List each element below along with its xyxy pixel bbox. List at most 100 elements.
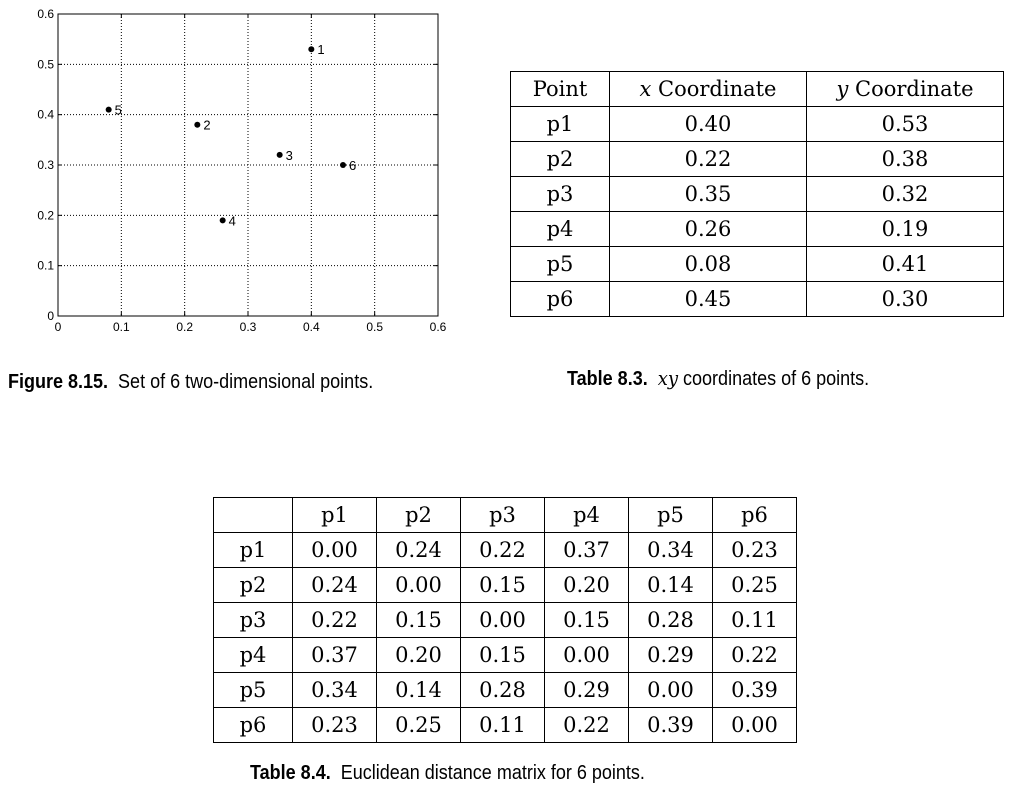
data-point xyxy=(219,217,226,224)
data-point-label: 2 xyxy=(203,118,210,133)
coordinate-table-row: p2 0.22 0.38 xyxy=(510,141,1004,177)
y-tick-label: 0.4 xyxy=(37,108,54,122)
distance-table-row: p5 0.34 0.14 0.28 0.29 0.00 0.39 xyxy=(213,672,797,708)
coordinate-table-row: p4 0.26 0.19 xyxy=(510,211,1004,247)
point-name-cell: p4 xyxy=(510,211,610,247)
distance-cell: 0.24 xyxy=(292,567,377,603)
data-point-label: 6 xyxy=(349,158,356,173)
distance-cell: 0.15 xyxy=(544,602,629,638)
distance-row-header: p4 xyxy=(213,637,293,673)
distance-cell: 0.23 xyxy=(292,707,377,743)
data-point-label: 5 xyxy=(115,103,122,118)
distance-column-header: p1 xyxy=(292,497,377,533)
table-8-3-caption: Table 8.3. xy coordinates of 6 points. xyxy=(567,366,869,391)
data-point xyxy=(308,46,315,53)
x-tick-label: 0.3 xyxy=(240,320,257,334)
figure-caption-text: Set of 6 two-dimensional points. xyxy=(118,371,374,393)
x-tick-label: 0 xyxy=(55,320,62,334)
data-point xyxy=(276,151,283,158)
y-coordinate-cell: 0.19 xyxy=(806,211,1004,247)
distance-cell: 0.00 xyxy=(628,672,713,708)
x-coordinate-cell: 0.45 xyxy=(609,281,807,317)
y-coordinate-cell: 0.30 xyxy=(806,281,1004,317)
y-coordinate-cell: 0.41 xyxy=(806,246,1004,282)
distance-cell: 0.15 xyxy=(460,637,545,673)
y-tick-label: 0.5 xyxy=(37,57,54,71)
figure-caption: Figure 8.15. Set of 6 two-dimensional po… xyxy=(8,371,373,394)
distance-cell: 0.28 xyxy=(460,672,545,708)
y-coordinate-cell: 0.53 xyxy=(806,106,1004,142)
x-tick-label: 0.5 xyxy=(366,320,383,334)
distance-cell: 0.00 xyxy=(460,602,545,638)
data-point xyxy=(194,121,201,128)
distance-row-header: p6 xyxy=(213,707,293,743)
y-coordinate-cell: 0.38 xyxy=(806,141,1004,177)
x-tick-label: 0.4 xyxy=(303,320,320,334)
distance-cell: 0.34 xyxy=(292,672,377,708)
distance-cell: 0.00 xyxy=(376,567,461,603)
point-name-cell: p1 xyxy=(510,106,610,142)
x-coordinate-cell: 0.40 xyxy=(609,106,807,142)
header-y-var: y xyxy=(836,77,849,101)
distance-matrix-table: p1 p2 p3 p4 p5 p6 p1 0.00 0.24 0.22 0.37 0.34 0.23 p… xyxy=(213,497,797,743)
y-tick-label: 0.1 xyxy=(37,259,54,273)
distance-cell: 0.25 xyxy=(712,567,797,603)
distance-cell: 0.28 xyxy=(628,602,713,638)
header-x-coordinate: x Coordinate xyxy=(609,71,807,107)
distance-cell: 0.00 xyxy=(712,707,797,743)
distance-cell: 0.20 xyxy=(376,637,461,673)
distance-cell: 0.29 xyxy=(628,637,713,673)
distance-cell: 0.37 xyxy=(544,532,629,568)
scatter-plot: 0 0.1 0.2 0.3 0.4 0.5 0.6 0 0.1 0.2 0.3 0.4 0.5 0.6 1 2… xyxy=(37,7,446,334)
distance-cell: 0.37 xyxy=(292,637,377,673)
data-point-label: 1 xyxy=(317,42,324,57)
distance-row-header: p3 xyxy=(213,602,293,638)
distance-cell: 0.11 xyxy=(712,602,797,638)
distance-cell: 0.20 xyxy=(544,567,629,603)
table-8-3-caption-var: xy xyxy=(657,366,679,390)
distance-cell: 0.15 xyxy=(376,602,461,638)
distance-column-header: p2 xyxy=(376,497,461,533)
distance-cell: 0.15 xyxy=(460,567,545,603)
x-tick-label: 0.2 xyxy=(176,320,193,334)
data-point xyxy=(340,162,346,168)
coordinate-table-row: p5 0.08 0.41 xyxy=(510,246,1004,282)
coordinate-table-row: p6 0.45 0.30 xyxy=(510,281,1004,317)
header-x-var: x xyxy=(639,77,652,101)
distance-row-header: p5 xyxy=(213,672,293,708)
x-tick-label: 0.1 xyxy=(113,320,130,334)
table-8-4-caption-text: Euclidean distance matrix for 6 points. xyxy=(340,762,645,784)
data-point-label: 4 xyxy=(229,213,236,228)
distance-cell: 0.00 xyxy=(544,637,629,673)
distance-cell: 0.14 xyxy=(376,672,461,708)
distance-cell: 0.14 xyxy=(628,567,713,603)
distance-row-header: p2 xyxy=(213,567,293,603)
distance-table-header-row: p1 p2 p3 p4 p5 p6 xyxy=(213,497,797,533)
table-8-3-caption-label: Table 8.3. xyxy=(567,368,648,390)
header-point: Point xyxy=(510,71,610,107)
header-x-suffix: Coordinate xyxy=(651,77,777,101)
x-coordinate-cell: 0.08 xyxy=(609,246,807,282)
distance-table-row: p1 0.00 0.24 0.22 0.37 0.34 0.23 xyxy=(213,532,797,568)
point-name-cell: p5 xyxy=(510,246,610,282)
point-name-cell: p6 xyxy=(510,281,610,317)
data-point-label: 3 xyxy=(286,148,293,163)
coordinate-table-row: p1 0.40 0.53 xyxy=(510,106,1004,142)
distance-cell: 0.24 xyxy=(376,532,461,568)
distance-cell: 0.39 xyxy=(712,672,797,708)
distance-table-row: p3 0.22 0.15 0.00 0.15 0.28 0.11 xyxy=(213,602,797,638)
coordinate-table-header-row: Point x Coordinate y Coordinate xyxy=(510,71,1004,107)
header-y-suffix: Coordinate xyxy=(848,77,974,101)
distance-cell: 0.22 xyxy=(460,532,545,568)
distance-table-row: p6 0.23 0.25 0.11 0.22 0.39 0.00 xyxy=(213,707,797,743)
distance-cell: 0.29 xyxy=(544,672,629,708)
coordinate-table: Point x Coordinate y Coordinate p1 0.40 0.… xyxy=(510,71,1004,317)
y-tick-label: 0.2 xyxy=(37,208,54,222)
x-coordinate-cell: 0.26 xyxy=(609,211,807,247)
x-coordinate-cell: 0.35 xyxy=(609,176,807,212)
coordinate-table-row: p3 0.35 0.32 xyxy=(510,176,1004,212)
distance-column-header: p4 xyxy=(544,497,629,533)
distance-cell: 0.34 xyxy=(628,532,713,568)
table-8-4-caption-label: Table 8.4. xyxy=(250,762,331,784)
point-name-cell: p2 xyxy=(510,141,610,177)
